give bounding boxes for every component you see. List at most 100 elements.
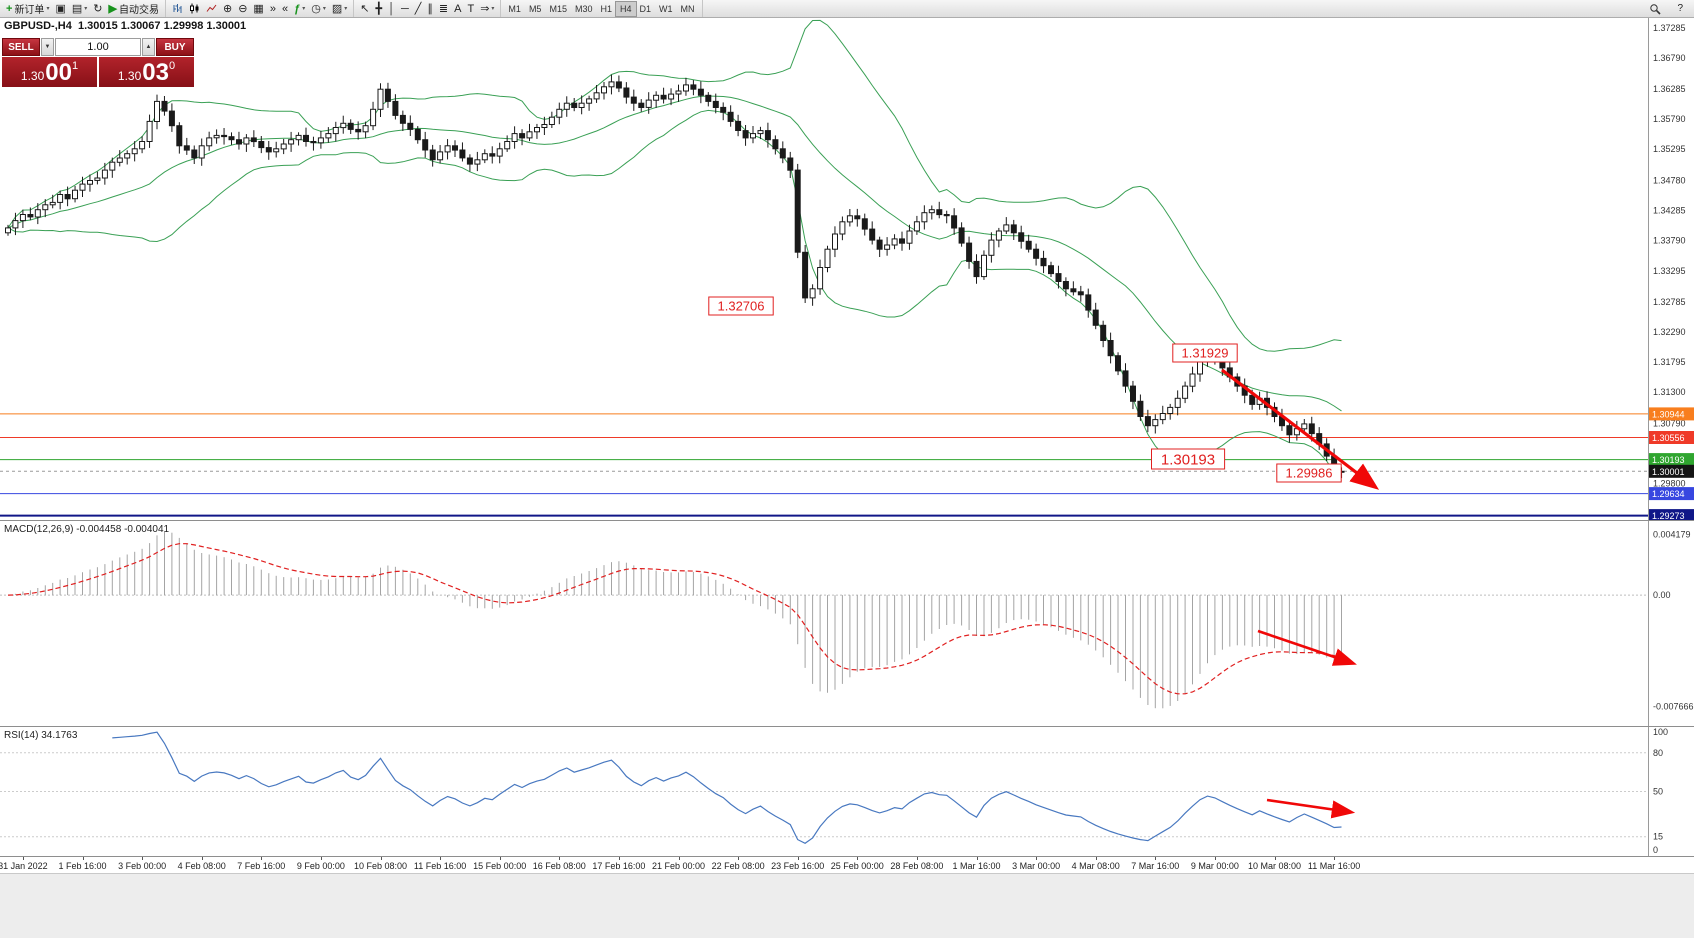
date-tick-label: 15 Feb 00:00: [473, 861, 527, 871]
search-button[interactable]: [1646, 1, 1664, 17]
search-icon: [1649, 3, 1662, 15]
profiles-button[interactable]: ▤ ▾: [69, 1, 90, 17]
date-tick-label: 9 Feb 00:00: [296, 861, 345, 871]
fibonacci-button[interactable]: ≣: [436, 1, 451, 17]
chart-window-button[interactable]: ▣: [52, 1, 68, 17]
svg-text:1.30944: 1.30944: [1652, 409, 1685, 419]
date-tick-label: 4 Feb 08:00: [177, 861, 226, 871]
template-icon: ▨: [331, 2, 343, 15]
horizontal-line-button[interactable]: ─: [398, 1, 412, 17]
main-chart-panel[interactable]: 1.37285 1.36790 1.36285 1.35790 1.35295 1.347…: [0, 18, 1694, 520]
dropdown-caret-icon: ▾: [302, 6, 306, 12]
tile-windows-button[interactable]: ▦: [250, 1, 266, 17]
buy-price-button[interactable]: 1.30 03 0: [99, 57, 194, 87]
timeframe-w1-button[interactable]: W1: [659, 3, 673, 14]
sell-button[interactable]: SELL: [2, 38, 40, 56]
dropdown-caret-icon: ▾: [491, 6, 495, 12]
line-chart-button[interactable]: [203, 1, 220, 17]
new-order-button[interactable]: + 新订单 ▾: [3, 1, 52, 17]
timeframe-m30-button[interactable]: M30: [574, 3, 593, 14]
time-axis[interactable]: 31 Jan 2022 1 Feb 16:00 3 Feb 00:00 4 Feb 0…: [0, 857, 1694, 873]
zoom-out-button[interactable]: ⊖: [235, 1, 250, 17]
sell-price-big: 00: [45, 59, 72, 86]
timeframe-d1-button[interactable]: D1: [639, 3, 652, 14]
dropdown-caret-icon: ▾: [344, 6, 348, 12]
svg-text:1.29634: 1.29634: [1652, 489, 1685, 499]
timeframe-m5-button[interactable]: M5: [528, 3, 542, 14]
bar-chart-button[interactable]: [169, 1, 186, 17]
templates-button[interactable]: ▨ ▾: [329, 1, 350, 17]
macd-canvas[interactable]: 0.004179 0.00 -0.007666: [0, 521, 1694, 726]
date-tick: [201, 857, 203, 860]
volume-input[interactable]: 1.00: [55, 38, 141, 56]
text-button[interactable]: A: [451, 1, 464, 17]
price-callout: [708, 296, 774, 316]
price-tag: [1649, 487, 1694, 501]
date-tick-label: 23 Feb 16:00: [771, 861, 825, 871]
price-tag: [1649, 407, 1694, 421]
svg-text:1.37285: 1.37285: [1653, 23, 1686, 33]
timeframe-h4-button[interactable]: H4: [615, 0, 637, 17]
dropdown-caret-icon: ▾: [46, 6, 50, 12]
buy-button[interactable]: BUY: [156, 38, 194, 56]
trend-arrow[interactable]: [1266, 798, 1356, 819]
toolbar-group-timeframes: M1 M5 M15 M30 H1 H4 D1 W1 MN: [501, 0, 703, 17]
sell-price-button[interactable]: 1.30 00 1: [2, 57, 97, 87]
shapes-button[interactable]: ⇒ ▾: [477, 1, 497, 17]
chart-shift-button[interactable]: «: [279, 1, 291, 17]
trend-arrow[interactable]: [1221, 368, 1380, 490]
dropdown-caret-icon: ▾: [322, 6, 326, 12]
trend-arrow[interactable]: [1257, 629, 1357, 666]
svg-text:15: 15: [1653, 832, 1663, 842]
date-tick: [1155, 857, 1157, 860]
price-tag: [1649, 509, 1694, 520]
macd-panel[interactable]: 0.004179 0.00 -0.007666 MACD(12,26,9) -0.0…: [0, 521, 1694, 726]
date-tick-label: 10 Feb 08:00: [353, 861, 408, 871]
zoom-in-button[interactable]: ⊕: [220, 1, 235, 17]
rsi-line: [112, 731, 1342, 844]
indicators-button[interactable]: ƒ ▾: [291, 1, 308, 17]
panel-separator[interactable]: [0, 520, 1694, 521]
autoscroll-icon: »: [269, 2, 276, 15]
volume-down-button[interactable]: ▼: [41, 38, 54, 56]
auto-trading-button[interactable]: ▶ 自动交易: [106, 1, 162, 17]
timeframe-m1-button[interactable]: M1: [508, 3, 521, 14]
svg-text:1.30193: 1.30193: [1161, 451, 1215, 468]
crosshair-button[interactable]: ╋: [372, 1, 385, 17]
label-button[interactable]: T: [464, 1, 477, 17]
svg-text:0.00: 0.00: [1653, 590, 1671, 600]
timeframe-m15-button[interactable]: M15: [549, 3, 567, 14]
date-tick: [380, 857, 382, 860]
panel-separator[interactable]: [0, 726, 1694, 727]
cursor-icon: ↖: [360, 2, 370, 15]
periods-button[interactable]: ◷ ▾: [308, 1, 329, 17]
price-axis[interactable]: 1.37285 1.36790 1.36285 1.35790 1.35295 1.347…: [1648, 18, 1694, 520]
refresh-button[interactable]: ↻: [90, 1, 105, 17]
buy-price-sup: 0: [168, 60, 176, 72]
channel-button[interactable]: ∥: [424, 1, 436, 17]
triangle-down-icon: ▼: [44, 44, 51, 50]
rsi-panel[interactable]: 100 80 50 15 0 RSI(14) 34.1763: [0, 727, 1694, 856]
date-tick: [1036, 857, 1038, 860]
svg-text:1.32290: 1.32290: [1653, 327, 1686, 337]
timeframe-h1-button[interactable]: H1: [600, 3, 612, 14]
trendline-button[interactable]: ╱: [412, 1, 425, 17]
svg-text:1.31300: 1.31300: [1653, 387, 1686, 397]
date-tick-label: 22 Feb 08:00: [711, 861, 765, 871]
help-button[interactable]: ?: [1677, 3, 1683, 14]
date-tick: [142, 857, 144, 860]
text-icon: A: [454, 2, 462, 15]
price-chart-canvas[interactable]: 1.37285 1.36790 1.36285 1.35790 1.35295 1.347…: [0, 18, 1694, 520]
candlestick-button[interactable]: [186, 1, 203, 17]
date-tick: [1274, 857, 1276, 860]
volume-up-button[interactable]: ▲: [142, 38, 155, 56]
rsi-canvas[interactable]: 100 80 50 15 0: [0, 727, 1694, 856]
auto-scroll-button[interactable]: »: [267, 1, 279, 17]
date-tick: [261, 857, 263, 860]
date-tick: [1095, 857, 1097, 860]
timeframe-mn-button[interactable]: MN: [680, 3, 695, 14]
price-callouts[interactable]: 1.32706 1.31929 1.30193 1.29986: [708, 296, 1342, 483]
vertical-line-button[interactable]: │: [385, 1, 398, 17]
cursor-button[interactable]: ↖: [357, 1, 372, 17]
horizontal-lines[interactable]: [0, 413, 1648, 517]
